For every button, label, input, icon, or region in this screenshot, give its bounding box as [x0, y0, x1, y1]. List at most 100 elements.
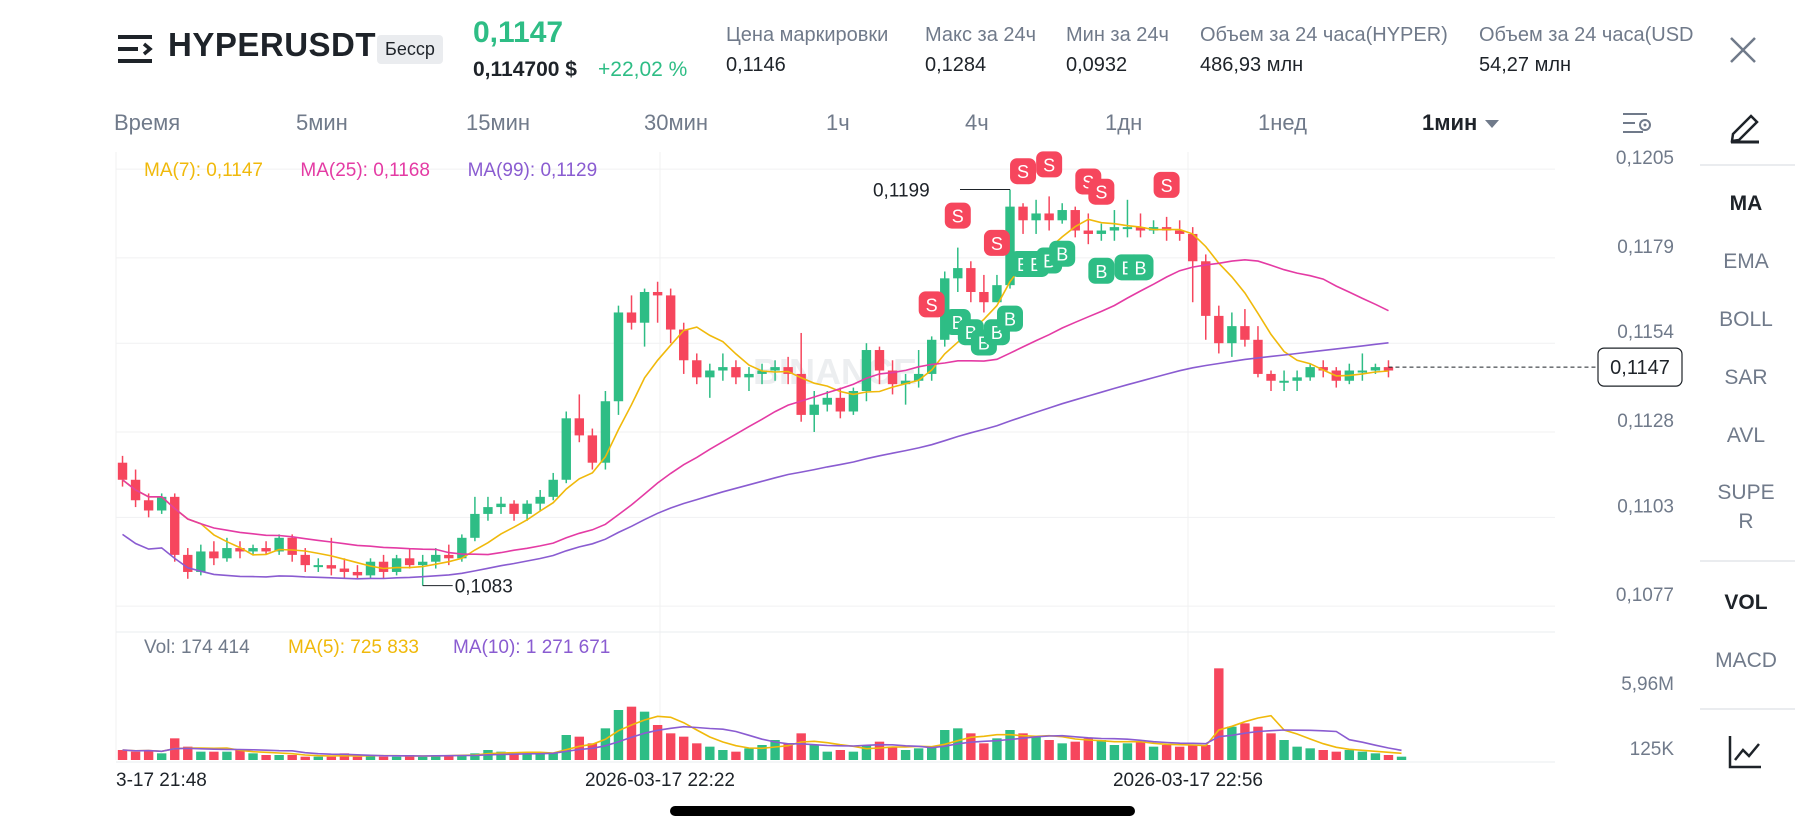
volume-hyper-label: Объем за 24 часа(HYPER) [1200, 24, 1448, 46]
sidebar-item-sar[interactable]: SAR [1724, 366, 1768, 389]
candle [418, 561, 428, 566]
buy-marker-label: B [1056, 245, 1068, 265]
chart-settings-icon[interactable] [1621, 110, 1653, 138]
candle [796, 373, 806, 415]
sidebar-item-ema[interactable]: EMA [1723, 250, 1769, 273]
candle [1135, 227, 1146, 231]
draw-pencil-icon[interactable] [1727, 108, 1763, 144]
volume-bar [378, 756, 389, 760]
candle [1031, 213, 1041, 221]
candle [1266, 373, 1276, 381]
menu-icon[interactable] [118, 32, 156, 66]
candle [665, 295, 676, 330]
volume-bar [835, 750, 846, 760]
volume-bar [274, 755, 284, 760]
candle [561, 418, 571, 480]
candle [548, 479, 558, 497]
high-24h-label: Макс за 24ч [925, 24, 1037, 46]
candle [1383, 367, 1394, 371]
volume-bar [718, 750, 728, 760]
volume-bar [1135, 741, 1146, 760]
volume-bar [874, 741, 885, 760]
volume-bar [1031, 736, 1041, 760]
volume-bar [1240, 723, 1250, 760]
volume-bar [1161, 745, 1172, 760]
y-tick-label: 0,1103 [1617, 496, 1674, 517]
volume-bar [326, 756, 337, 760]
volume-bar [1396, 756, 1407, 760]
tab-15min[interactable]: 15мин [466, 110, 531, 135]
volume-bar [561, 735, 571, 760]
candle [1188, 233, 1198, 262]
legend-ma25: MA(25): 0,1168 [300, 160, 430, 181]
candle [744, 373, 754, 378]
tab-5min[interactable]: 5мин [296, 110, 348, 135]
tab-1min[interactable]: 1мин [1422, 110, 1478, 135]
buy-marker [1049, 240, 1076, 267]
volume-bar [692, 743, 702, 760]
sidebar-item-macd[interactable]: MACD [1715, 649, 1777, 672]
sidebar-item-boll[interactable]: BOLL [1719, 308, 1773, 331]
candle [731, 367, 741, 378]
volume-bar [626, 706, 637, 760]
volume-bar [1331, 751, 1341, 760]
volume-bar [248, 753, 258, 760]
symbol-title[interactable]: HYPERUSDT [168, 26, 377, 63]
volume-bar [391, 756, 402, 760]
sidebar-item-super[interactable]: SUPE [1717, 481, 1775, 504]
ma7-line [122, 218, 1389, 570]
volume-bar [1344, 750, 1355, 760]
low-24h-value: 0,0932 [1066, 54, 1128, 76]
volume-bar [600, 728, 611, 760]
candle [1201, 261, 1211, 316]
sidebar-item-avl[interactable]: AVL [1726, 424, 1766, 447]
candle [783, 367, 793, 374]
candle [692, 360, 702, 378]
volume-bar [757, 745, 767, 760]
candle [1109, 227, 1120, 231]
candle [509, 503, 519, 514]
candle [1253, 339, 1263, 374]
buy-marker-label: B [1134, 258, 1146, 278]
candle [1240, 326, 1250, 340]
volume-bar [196, 751, 206, 760]
vol-ma10-line [122, 725, 1402, 757]
sidebar-divider [1700, 708, 1795, 710]
sidebar-item-super-line2[interactable]: R [1738, 510, 1754, 533]
tab-1h[interactable]: 1ч [826, 110, 850, 135]
tab-30min[interactable]: 30мин [644, 110, 709, 135]
candle [652, 291, 663, 296]
close-icon[interactable] [1727, 34, 1759, 66]
candle [117, 462, 128, 480]
low-24h-label: Мин за 24ч [1066, 24, 1169, 46]
volume-bar [731, 751, 741, 760]
y-tick-label: 0,1128 [1617, 411, 1674, 432]
buy-marker-label: B [1004, 310, 1016, 330]
tab-4h[interactable]: 4ч [965, 110, 989, 135]
candle [1018, 206, 1028, 221]
volume-bar [783, 743, 793, 760]
candle [535, 496, 545, 504]
ma25-line [122, 258, 1389, 556]
volume-bar [365, 755, 376, 760]
sidebar-item-vol[interactable]: VOL [1724, 591, 1768, 614]
sidebar-item-ma[interactable]: MA [1729, 192, 1763, 215]
tab-1w[interactable]: 1нед [1258, 110, 1307, 135]
y-tick-label: 0,1154 [1617, 322, 1674, 343]
ma99-line [122, 342, 1389, 580]
volume-bar [1070, 741, 1080, 760]
chart-type-icon[interactable] [1727, 734, 1763, 770]
candle [339, 568, 350, 572]
volume-bar [457, 755, 467, 760]
current-price-box [1597, 347, 1683, 387]
chevron-down-icon[interactable] [1484, 118, 1500, 130]
volume-bar [261, 755, 271, 760]
volume-bar [222, 751, 232, 760]
mark-price-value: 0,1146 [726, 54, 786, 76]
volume-bar [1279, 740, 1289, 760]
tab-1d[interactable]: 1дн [1105, 110, 1143, 135]
candle [835, 397, 846, 412]
mark-price-label: Цена маркировки [726, 24, 889, 46]
volume-bar [1266, 733, 1276, 760]
